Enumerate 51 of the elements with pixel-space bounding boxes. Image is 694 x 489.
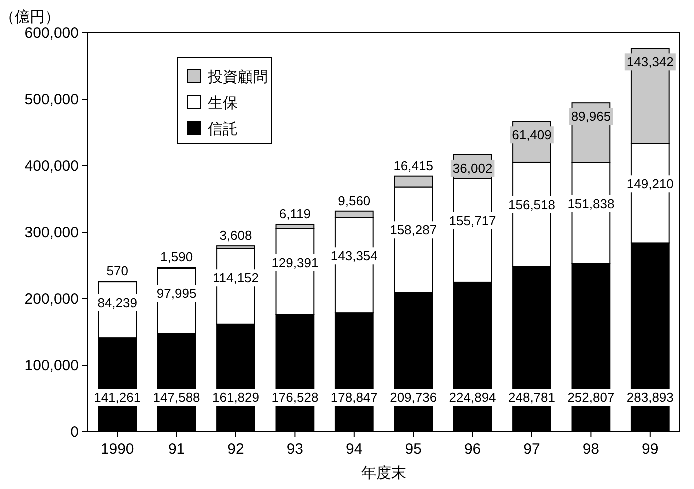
data-label: 155,717 bbox=[449, 213, 496, 228]
data-label: 158,287 bbox=[390, 222, 438, 238]
x-tick-label: 94 bbox=[346, 441, 363, 458]
legend-label: 投資顧問 bbox=[207, 69, 268, 86]
legend-label: 信託 bbox=[208, 121, 238, 138]
data-label: 97,995 bbox=[156, 286, 197, 302]
y-tick-label: 200,000 bbox=[24, 291, 79, 308]
data-label: 209,736 bbox=[390, 390, 438, 405]
x-tick-label: 95 bbox=[405, 441, 422, 458]
x-tick-label: 1990 bbox=[100, 441, 134, 458]
data-label: 178,847 bbox=[330, 390, 378, 405]
x-tick-label: 98 bbox=[582, 441, 600, 458]
legend-label: 生保 bbox=[208, 95, 238, 112]
y-tick-label: 100,000 bbox=[24, 358, 79, 374]
data-label: 143,342 bbox=[626, 54, 674, 70]
x-axis-title: 年度末 bbox=[362, 465, 406, 482]
data-label: 141,261 bbox=[94, 390, 142, 405]
x-tick-label: 92 bbox=[228, 441, 244, 458]
data-label: 248,781 bbox=[508, 390, 556, 405]
data-label: 161,829 bbox=[212, 390, 260, 405]
x-tick-label: 96 bbox=[464, 441, 482, 458]
y-tick-label: 500,000 bbox=[24, 92, 79, 108]
x-tick-label: 91 bbox=[168, 441, 186, 458]
y-tick-label: 300,000 bbox=[24, 224, 79, 242]
data-label: 156,518 bbox=[508, 197, 556, 212]
data-label: 89,965 bbox=[571, 109, 612, 124]
data-label: 149,210 bbox=[626, 176, 674, 192]
y-tick-label: 400,000 bbox=[24, 158, 79, 175]
data-label: 283,893 bbox=[626, 390, 674, 405]
data-label: 143,354 bbox=[330, 248, 378, 264]
data-label: 176,528 bbox=[272, 390, 319, 405]
data-label: 61,409 bbox=[512, 128, 552, 143]
data-label: 6,119 bbox=[279, 206, 311, 222]
x-tick-label: 99 bbox=[642, 441, 659, 458]
y-tick-label: 0 bbox=[70, 424, 79, 441]
data-label: 9,560 bbox=[338, 193, 371, 208]
data-label: 224,894 bbox=[449, 390, 496, 405]
data-label: 570 bbox=[106, 264, 128, 279]
data-label: 84,239 bbox=[98, 295, 138, 310]
data-label: 3,608 bbox=[220, 228, 252, 244]
data-label: 1,590 bbox=[160, 250, 194, 265]
data-label: 129,391 bbox=[272, 255, 319, 270]
x-tick-label: 93 bbox=[286, 441, 304, 458]
data-label: 252,807 bbox=[568, 390, 615, 405]
data-label: 114,152 bbox=[212, 270, 260, 286]
data-label: 151,838 bbox=[568, 196, 615, 212]
data-label: 147,588 bbox=[153, 390, 200, 405]
data-label: 16,415 bbox=[394, 158, 434, 174]
x-tick-label: 97 bbox=[524, 441, 540, 458]
y-axis-title: （億円） bbox=[0, 9, 60, 26]
y-tick-label: 600,000 bbox=[24, 25, 79, 42]
